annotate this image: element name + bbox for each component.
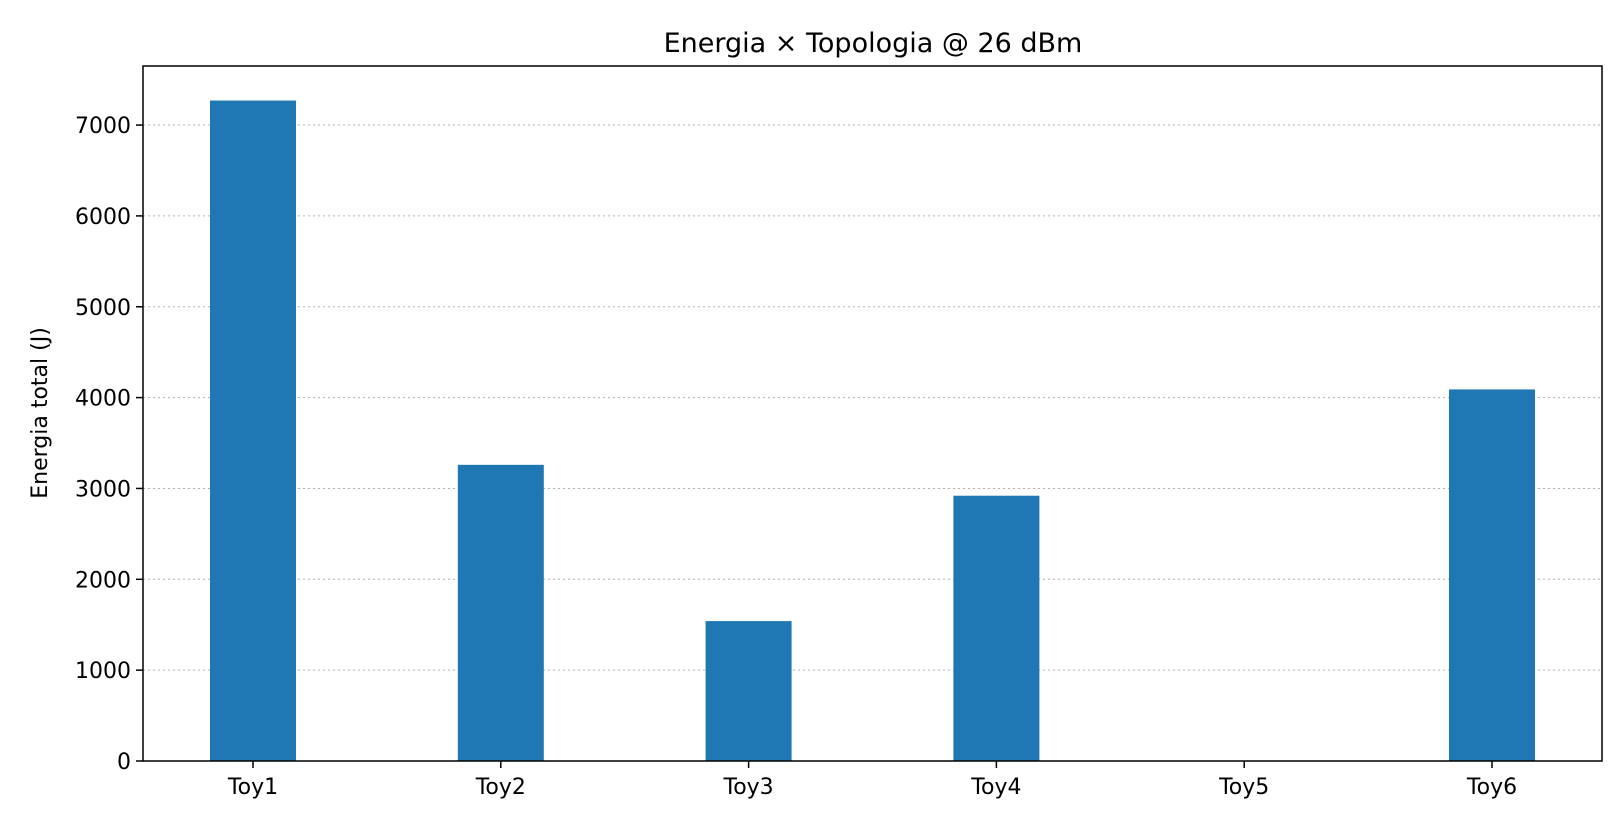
bars xyxy=(210,100,1535,761)
y-tick-label: 1000 xyxy=(75,659,131,684)
x-tick-label: Toy3 xyxy=(723,775,774,800)
grid-lines xyxy=(143,124,1602,671)
x-tick-label: Toy5 xyxy=(1218,775,1269,800)
bar-toy6 xyxy=(1449,389,1535,761)
y-tick-label: 5000 xyxy=(75,296,131,321)
bar-toy2 xyxy=(457,464,544,761)
plot-frame xyxy=(142,65,1603,762)
y-tick-label: 2000 xyxy=(75,568,131,593)
x-tick-label: Toy2 xyxy=(475,775,526,800)
y-tick-label: 7000 xyxy=(75,114,131,139)
chart-title: Energia × Topologia @ 26 dBm xyxy=(664,28,1083,59)
y-axis-ticks: 0 1000 2000 3000 4000 5000 6000 7000 xyxy=(75,114,143,775)
y-tick-label: 0 xyxy=(117,750,131,775)
x-tick-label: Toy1 xyxy=(227,775,278,800)
x-axis-ticks: Toy1 Toy2 Toy3 Toy4 Toy5 Toy6 xyxy=(227,761,1517,800)
x-tick-label: Toy6 xyxy=(1466,775,1517,800)
y-tick-label: 3000 xyxy=(75,477,131,502)
bar-toy3 xyxy=(705,621,792,761)
bar-toy1 xyxy=(210,100,296,761)
x-tick-label: Toy4 xyxy=(970,775,1021,800)
bar-toy4 xyxy=(953,495,1040,761)
y-axis-label: Energia total (J) xyxy=(28,327,53,499)
y-tick-label: 6000 xyxy=(75,205,131,230)
y-tick-label: 4000 xyxy=(75,387,131,412)
